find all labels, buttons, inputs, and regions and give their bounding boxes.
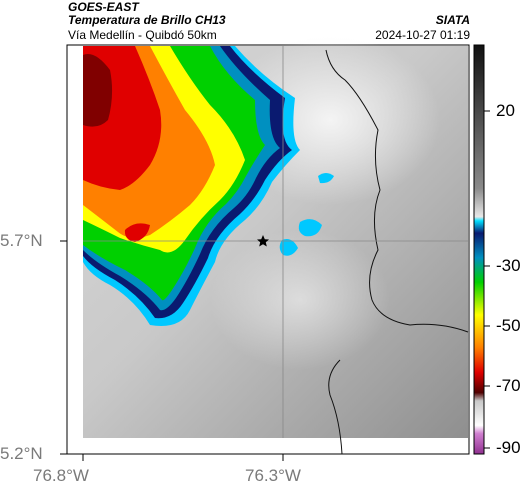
satellite-name: GOES-EAST: [68, 0, 139, 14]
colorbar-ticks: [484, 110, 490, 449]
colorbar: [473, 44, 485, 455]
product-title: Temperatura de Brillo CH13: [68, 13, 226, 27]
lat-label-5-2: 5.2°N: [0, 444, 43, 463]
colorbar-label-m50: -50: [496, 316, 521, 335]
gridlines: [83, 46, 468, 438]
lon-label-76-3: 76.3°W: [245, 466, 301, 485]
lat-label-5-7: 5.7°N: [0, 231, 43, 250]
map-ticks: [60, 240, 284, 461]
colorbar-label-20: 20: [496, 101, 515, 120]
colorbar-label-m90: -90: [496, 438, 521, 457]
star-icon: [257, 235, 269, 247]
lon-label-76-8: 76.8°W: [33, 466, 89, 485]
timestamp: 2024-10-27 01:19: [375, 28, 470, 42]
region-label: Vía Medellín - Quibdó 50km: [68, 28, 217, 42]
colorbar-label-m30: -30: [496, 256, 521, 275]
satellite-imagery: [83, 35, 468, 438]
colorbar-label-m70: -70: [496, 376, 521, 395]
borders: [325, 49, 469, 455]
organization-label: SIATA: [435, 13, 470, 27]
